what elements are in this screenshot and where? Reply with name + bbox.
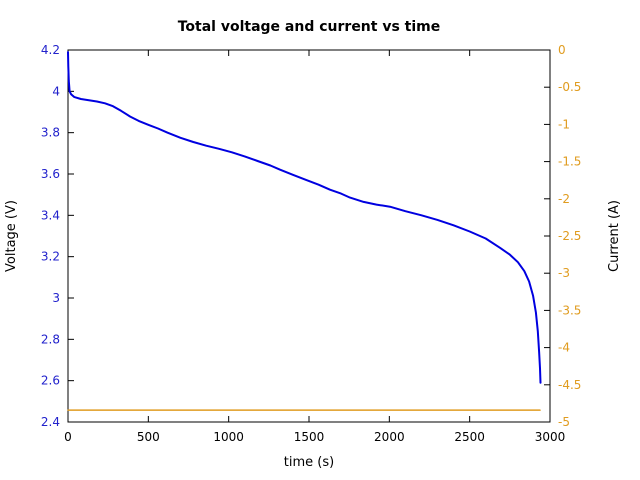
current-tick-label: -1 [558,117,570,131]
x-tick-label: 2500 [454,430,485,444]
current-tick-label: -3.5 [558,303,581,317]
current-tick-label: -5 [558,415,570,429]
current-tick-label: -4 [558,341,570,355]
x-axis-label: time (s) [284,455,334,470]
voltage-tick-label: 4 [52,84,60,98]
x-tick-label: 2000 [374,430,405,444]
x-tick-label: 500 [137,430,160,444]
voltage-tick-label: 2.8 [41,332,60,346]
y-axis-label-left: Voltage (V) [4,200,19,272]
axis-ticks [67,49,551,423]
data-series [67,51,542,411]
voltage-tick-label: 3 [52,291,60,305]
current-tick-label: -2 [558,192,570,206]
x-tick-label: 3000 [535,430,566,444]
current-tick-label: -2.5 [558,229,581,243]
voltage-tick-label: 3.2 [41,250,60,264]
current-tick-label: -0.5 [558,80,581,94]
voltage-curve [67,51,542,384]
voltage-tick-label: 3.8 [41,126,60,140]
x-tick-labels: 0 500 1000 1500 2000 2500 3000 [64,430,565,444]
voltage-tick-label: 3.4 [41,208,60,222]
x-tick-label: 0 [64,430,72,444]
x-tick-label: 1000 [213,430,244,444]
voltage-tick-label: 4.2 [41,43,60,57]
chart-title: Total voltage and current vs time [178,19,441,35]
y-axis-label-right: Current (A) [607,200,622,272]
current-tick-label: -1.5 [558,155,581,169]
voltage-tick-label: 2.4 [41,415,60,429]
voltage-tick-label: 3.6 [41,167,60,181]
x-tick-label: 1500 [294,430,325,444]
current-tick-label: -3 [558,266,570,280]
current-tick-label: -4.5 [558,378,581,392]
current-tick-label: 0 [558,43,566,57]
left-tick-labels: 2.4 2.6 2.8 3 3.2 3.4 3.6 3.8 4 4.2 [41,43,60,429]
right-tick-labels: 0 -0.5 -1 -1.5 -2 -2.5 -3 -3.5 -4 -4.5 -5 [558,43,581,429]
voltage-tick-label: 2.6 [41,374,60,388]
